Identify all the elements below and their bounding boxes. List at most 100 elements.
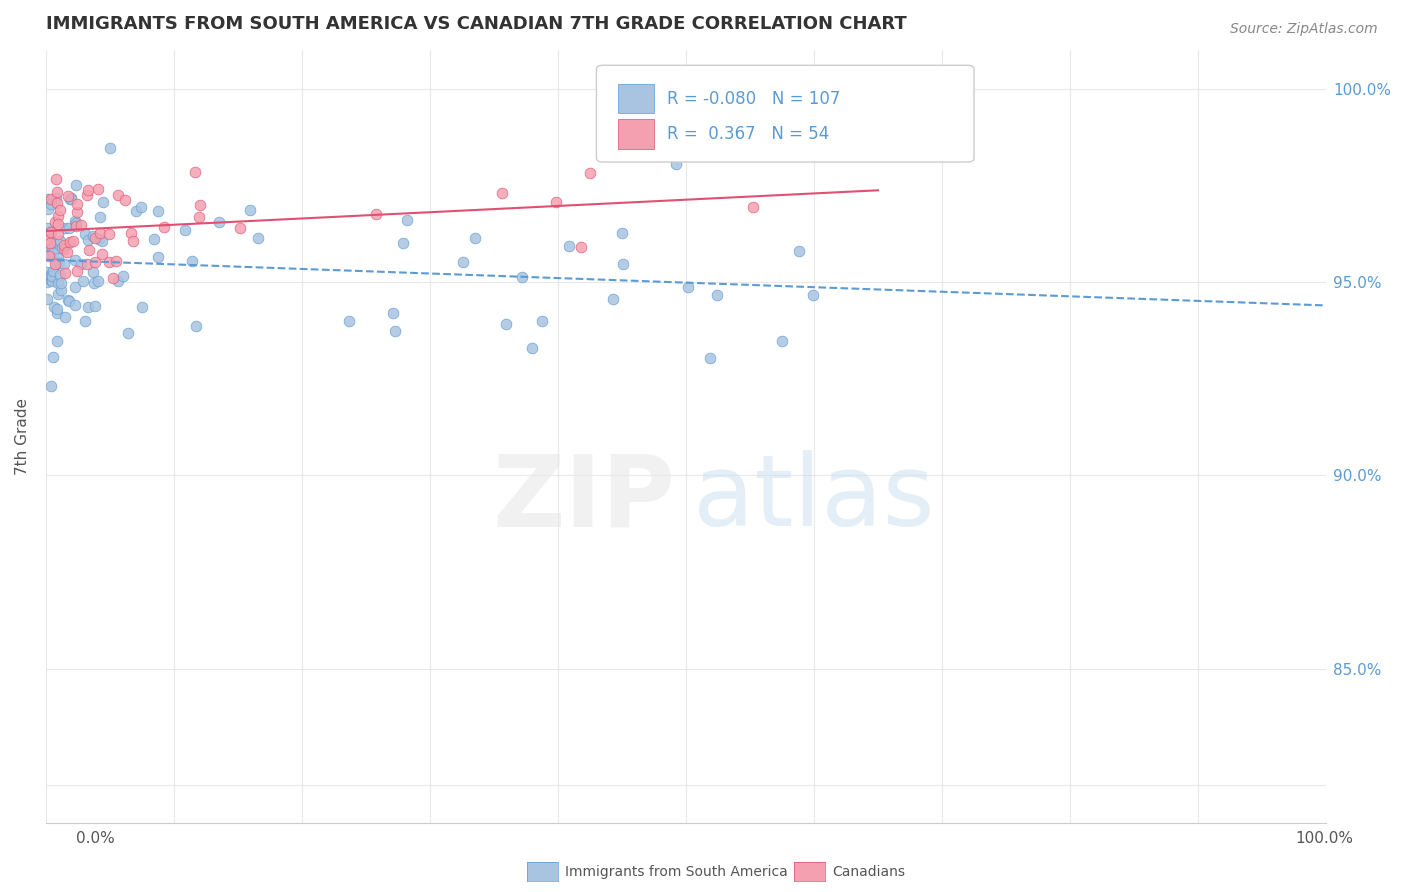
Point xyxy=(787,244,810,259)
Point xyxy=(520,341,543,355)
Point xyxy=(188,198,211,212)
Point xyxy=(142,232,165,246)
Point xyxy=(84,231,107,245)
Point xyxy=(37,276,59,290)
Point xyxy=(229,221,252,235)
Text: IMMIGRANTS FROM SOUTH AMERICA VS CANADIAN 7TH GRADE CORRELATION CHART: IMMIGRANTS FROM SOUTH AMERICA VS CANADIA… xyxy=(46,15,907,33)
Point xyxy=(65,214,87,228)
Point xyxy=(579,166,602,180)
Point xyxy=(41,269,63,284)
Point xyxy=(46,196,69,211)
Point xyxy=(699,351,721,365)
Point xyxy=(37,221,59,235)
Point xyxy=(131,300,153,314)
Point xyxy=(42,300,65,314)
Bar xyxy=(619,84,654,113)
Point xyxy=(247,231,270,245)
Point xyxy=(59,193,82,207)
Point xyxy=(395,213,418,227)
Text: atlas: atlas xyxy=(693,450,935,547)
Point xyxy=(770,334,793,348)
Point xyxy=(48,256,70,270)
Point xyxy=(103,270,125,285)
Point xyxy=(75,227,97,242)
Point xyxy=(66,197,89,211)
Bar xyxy=(619,120,654,149)
Text: R = -0.080   N = 107: R = -0.080 N = 107 xyxy=(666,89,841,108)
Point xyxy=(706,287,728,301)
Point xyxy=(52,242,75,256)
Point xyxy=(53,257,76,271)
Point xyxy=(742,200,765,214)
Point xyxy=(105,254,128,268)
Point xyxy=(42,263,65,277)
Point xyxy=(184,318,207,333)
Point xyxy=(41,240,63,254)
Point xyxy=(180,254,202,268)
Point xyxy=(46,306,69,320)
Point xyxy=(392,235,415,250)
Point xyxy=(129,200,152,214)
Point xyxy=(53,266,76,280)
Point xyxy=(82,228,104,243)
Point xyxy=(37,265,59,279)
Point xyxy=(45,172,67,186)
Point xyxy=(37,232,59,246)
Point xyxy=(58,293,80,308)
Point xyxy=(89,210,111,224)
Point xyxy=(83,276,105,290)
Point xyxy=(602,293,624,307)
Point xyxy=(98,141,121,155)
Point xyxy=(91,234,114,248)
Point xyxy=(39,225,62,239)
Point xyxy=(83,255,105,269)
Point xyxy=(41,235,63,249)
Point xyxy=(38,247,60,261)
Point xyxy=(65,219,87,234)
Point xyxy=(146,204,169,219)
Point xyxy=(510,270,533,285)
Point xyxy=(46,286,69,301)
Point xyxy=(37,232,59,246)
Point xyxy=(82,265,104,279)
Point xyxy=(42,246,65,260)
Point xyxy=(46,209,69,223)
Point xyxy=(120,227,142,241)
Point xyxy=(125,204,148,219)
Point xyxy=(45,334,67,348)
Point xyxy=(41,269,63,284)
Point xyxy=(45,191,67,205)
Point xyxy=(75,314,97,328)
Point xyxy=(53,237,76,252)
Text: ZIP: ZIP xyxy=(492,450,675,547)
Point xyxy=(91,246,114,260)
Point xyxy=(37,241,59,255)
Point xyxy=(117,326,139,340)
Point xyxy=(39,192,62,206)
Point xyxy=(60,192,83,206)
FancyBboxPatch shape xyxy=(596,65,974,162)
Point xyxy=(77,300,100,314)
Point xyxy=(48,218,70,232)
Point xyxy=(51,240,73,254)
Point xyxy=(65,216,87,230)
Point xyxy=(384,324,406,338)
Point xyxy=(56,188,79,202)
Point xyxy=(49,203,72,218)
Point xyxy=(38,270,60,285)
Point xyxy=(84,299,107,313)
Point xyxy=(37,192,59,206)
Point xyxy=(46,302,69,317)
Point xyxy=(87,275,110,289)
Point xyxy=(208,215,231,229)
Point xyxy=(55,310,77,324)
Point xyxy=(49,283,72,297)
Point xyxy=(38,235,60,250)
Point xyxy=(569,240,592,254)
Point xyxy=(37,244,59,258)
Point xyxy=(77,243,100,257)
Point xyxy=(69,218,91,232)
Point xyxy=(111,268,134,283)
Point xyxy=(86,182,108,196)
Text: Immigrants from South America: Immigrants from South America xyxy=(565,865,787,880)
